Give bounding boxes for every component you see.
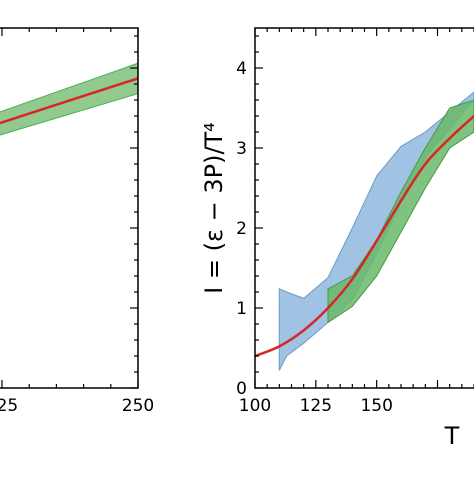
- right-axes: 100 125 150 0 1 2 3 4: [236, 27, 474, 416]
- right-ytick-label: 3: [236, 139, 247, 159]
- right-axes-frame: [254, 27, 474, 389]
- right-ytick-label: 1: [236, 299, 247, 319]
- right-ytick-label: 4: [236, 59, 247, 79]
- right-band-1: [327, 99, 474, 324]
- right-ytick-label: 2: [236, 219, 247, 239]
- right-panel: 100 125 150 0 1 2 3 4 I = (ε − 3P)/T⁴ T: [200, 27, 474, 450]
- right-xlabel: T: [444, 422, 460, 450]
- left-band-0: [0, 62, 138, 136]
- left-xtick-label: 250: [122, 396, 154, 416]
- right-plot-area: [255, 91, 474, 371]
- right-xtick-label: 125: [300, 396, 332, 416]
- right-ylabel: I = (ε − 3P)/T⁴: [200, 122, 228, 294]
- left-axes-frame: [0, 27, 139, 389]
- left-xtick-label: 225: [0, 396, 18, 416]
- left-plot-area: [0, 62, 138, 136]
- right-xtick-label: 100: [239, 396, 271, 416]
- left-panel: 225 250: [0, 27, 154, 416]
- right-line-2: [255, 115, 474, 358]
- left-line-1: [0, 77, 138, 125]
- left-axes: 225 250: [0, 27, 154, 416]
- right-ytick-label: 0: [236, 379, 247, 399]
- right-xtick-label: 150: [360, 396, 392, 416]
